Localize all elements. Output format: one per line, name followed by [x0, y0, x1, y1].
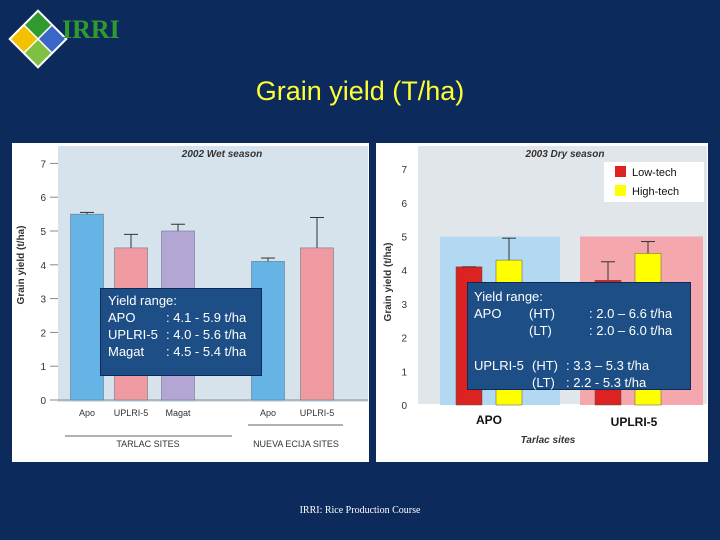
dry-range-sub: (HT): [532, 358, 558, 373]
wet-ytick-label: 0: [40, 396, 46, 407]
dry-yield-range-box: Yield range: APO (HT) : 2.0 – 6.6 t/ha (…: [467, 282, 691, 390]
wet-bar: [300, 247, 334, 401]
slide-title: Grain yield (T/ha): [255, 76, 465, 106]
dry-ytick-label: 0: [401, 401, 407, 412]
dry-range-value: : 3.3 – 5.3 t/ha: [566, 358, 650, 373]
chart-wet-title: 2002 Wet season: [181, 149, 262, 160]
wet-category-label: UPLRI-5: [300, 408, 335, 418]
logo-text: IRRI: [62, 15, 120, 44]
wet-ytick-label: 6: [40, 193, 46, 204]
dry-ytick-label: 3: [401, 300, 407, 311]
dry-range-name: APO: [474, 306, 502, 321]
chart-dry-legend: Low-tech High-tech: [604, 162, 704, 202]
wet-category-label: Magat: [165, 408, 191, 418]
wet-ytick-label: 3: [40, 295, 46, 306]
legend-label-lowtech: Low-tech: [632, 167, 677, 179]
dry-yield-range-heading: Yield range:: [474, 289, 543, 304]
dry-range-value: : 2.2 - 5.3 t/ha: [566, 375, 647, 390]
dry-range-row-apo-lt: (LT) : 2.0 – 6.0 t/ha: [474, 322, 690, 339]
wet-range-name: Magat: [108, 344, 145, 359]
wet-range-value: : 4.0 - 5.6 t/ha: [166, 327, 247, 342]
dry-ytick-label: 5: [401, 233, 407, 244]
wet-range-row-uplri5: UPLRI-5 : 4.0 - 5.6 t/ha: [108, 326, 261, 343]
dry-range-name: [474, 374, 532, 391]
dry-ytick-label: 6: [401, 199, 407, 210]
wet-ytick-label: 1: [40, 362, 46, 373]
wet-range-name: UPLRI-5: [108, 327, 158, 342]
site-label-nueva-ecija: NUEVA ECIJA SITES: [253, 439, 339, 449]
dry-range-sub: (HT): [529, 306, 555, 321]
wet-yield-range-heading: Yield range:: [108, 293, 177, 308]
legend-label-hightech: High-tech: [632, 186, 679, 198]
dry-ytick-label: 7: [401, 165, 407, 176]
legend-swatch-lowtech: [615, 166, 626, 177]
chart-dry-title: 2003 Dry season: [525, 149, 605, 160]
wet-range-value: : 4.5 - 5.4 t/ha: [166, 344, 247, 359]
wet-range-row-magat: Magat : 4.5 - 5.4 t/ha: [108, 343, 261, 360]
wet-bar: [70, 213, 104, 401]
dry-range-name: UPLRI-5: [474, 358, 524, 373]
dry-category-apo: APO: [476, 413, 502, 427]
wet-ytick-label: 2: [40, 328, 46, 339]
wet-range-name: APO: [108, 310, 136, 325]
dry-range-value: : 2.0 – 6.0 t/ha: [589, 323, 673, 338]
dry-ytick-label: 2: [401, 334, 407, 345]
wet-ytick-label: 7: [40, 159, 46, 170]
wet-category-label: Apo: [260, 408, 276, 418]
wet-ytick-label: 5: [40, 227, 46, 238]
chart-dry-xlabel: Tarlac sites: [521, 435, 576, 446]
footer-text: IRRI: Rice Production Course: [299, 505, 421, 516]
dry-range-row-uplri5-ht: UPLRI-5 (HT) : 3.3 – 5.3 t/ha: [474, 357, 690, 374]
irri-logo: IRRI: [8, 9, 120, 69]
dry-range-row-apo-ht: APO (HT) : 2.0 – 6.6 t/ha: [474, 305, 690, 322]
dry-range-sub: (LT): [529, 323, 552, 338]
dry-range-name: [474, 322, 529, 339]
dry-category-uplri5: UPLRI-5: [611, 415, 658, 429]
chart-wet-ylabel: Grain yield (t/ha): [16, 226, 27, 305]
dry-range-row-uplri5-lt: (LT) : 2.2 - 5.3 t/ha: [474, 374, 690, 391]
wet-range-row-apo: APO : 4.1 - 5.9 t/ha: [108, 309, 261, 326]
chart-dry-ylabel: Grain yield (t/ha): [383, 243, 394, 322]
dry-range-sub: (LT): [532, 375, 555, 390]
dry-range-value: : 2.0 – 6.6 t/ha: [589, 306, 673, 321]
dry-ytick-label: 1: [401, 367, 407, 378]
wet-yield-range-box: Yield range: APO : 4.1 - 5.9 t/ha UPLRI-…: [100, 288, 262, 376]
site-label-tarlac: TARLAC SITES: [116, 439, 179, 449]
dry-ytick-label: 4: [401, 266, 407, 277]
wet-category-label: UPLRI-5: [114, 408, 149, 418]
wet-ytick-label: 4: [40, 261, 46, 272]
legend-swatch-hightech: [615, 185, 626, 196]
wet-category-label: Apo: [79, 408, 95, 418]
wet-range-value: : 4.1 - 5.9 t/ha: [166, 310, 247, 325]
